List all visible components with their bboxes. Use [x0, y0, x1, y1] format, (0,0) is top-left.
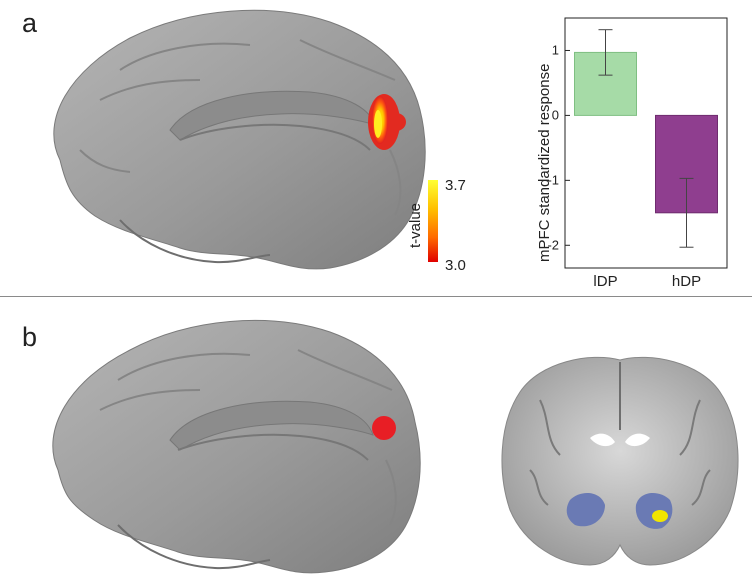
y-tick-label: -1 [547, 172, 559, 187]
coronal-slice [501, 356, 739, 566]
colorbar-gradient [428, 180, 438, 262]
panel-label-a: a [22, 8, 38, 38]
activation-cluster-a [368, 94, 406, 150]
chart-y-axis-title: mPFC standardized response [536, 64, 553, 262]
y-tick-label: 1 [552, 42, 559, 57]
y-tick-label: 0 [552, 107, 559, 122]
panel-label-b: b [22, 322, 38, 352]
colorbar-max-label: 3.7 [445, 177, 466, 194]
colorbar: 3.7 3.0 t-value [407, 177, 466, 274]
error-bar-hdp [679, 177, 694, 248]
roi-yellow-right [652, 510, 668, 522]
x-category-label: lDP [593, 273, 617, 290]
roi-amygdala-left [566, 493, 605, 527]
colorbar-min-label: 3.0 [445, 257, 466, 274]
panel-divider [0, 296, 752, 297]
brain-surface-a [53, 9, 426, 270]
bar-chart: mPFC standardized response 1 0 -1 -2 lDP hDP [536, 17, 728, 290]
x-category-label: hDP [672, 273, 701, 290]
colorbar-title: t-value [407, 203, 424, 248]
error-bar-ldp [598, 29, 613, 76]
roi-mpfc-b [372, 416, 396, 440]
brain-surface-b [52, 319, 421, 574]
y-tick-label: -2 [547, 237, 559, 252]
